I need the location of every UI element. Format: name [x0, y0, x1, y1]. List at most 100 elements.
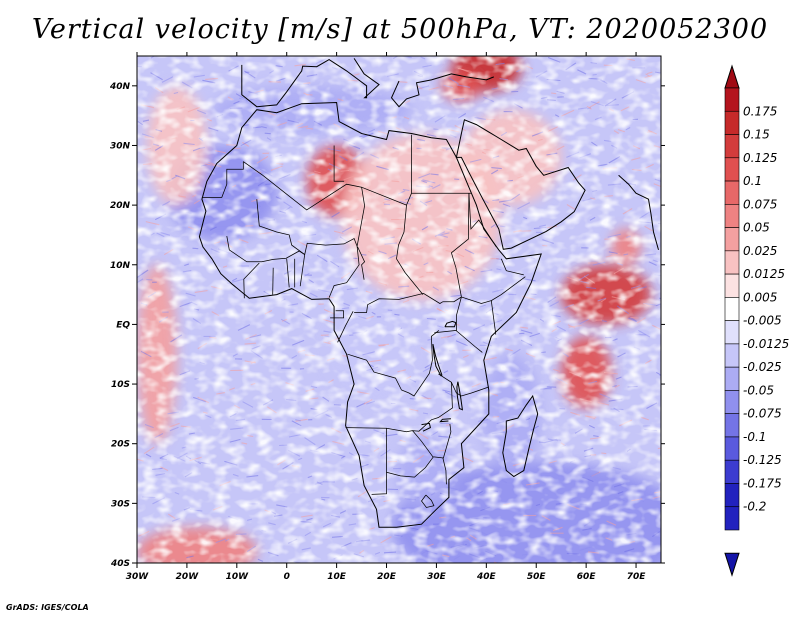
- colorbar-segment-15: [724, 459, 740, 484]
- colorbar-segment-2: [724, 157, 740, 182]
- lat-label-20N: 20N: [110, 201, 131, 211]
- lat-label-EQ: EQ: [116, 320, 130, 330]
- colorbar-segment-8: [724, 297, 740, 321]
- country-border-18: [455, 267, 526, 304]
- country-border-32: [500, 258, 524, 276]
- country-border-19: [490, 300, 497, 335]
- colorbar-label-11: -0.025: [743, 360, 782, 374]
- colorbar-segment-top: [724, 87, 740, 112]
- lon-label-40E: 40E: [476, 572, 497, 582]
- country-border-20: [455, 330, 483, 353]
- country-border-2: [333, 145, 345, 182]
- country-border-13: [354, 292, 462, 313]
- latitude-axis: 40N 30N 20N 10N EQ 10S 20S 30S 40S: [109, 82, 665, 569]
- colorbar-label-17: -0.2: [743, 500, 766, 514]
- map-frame: [136, 55, 662, 564]
- lake-outline-2: [456, 381, 464, 411]
- lon-label-20W: 20W: [176, 572, 200, 582]
- lat-label-30N: 30N: [110, 141, 131, 151]
- map-plot-area: [137, 56, 661, 563]
- field-streaks: [137, 56, 661, 563]
- colorbar-segment-10: [724, 343, 740, 368]
- country-border-6: [226, 236, 305, 263]
- colorbar-segment-17: [724, 506, 740, 531]
- colorbar-segment-1: [724, 134, 740, 159]
- colorbar-label-8: 0.005: [743, 290, 777, 304]
- colorbar-segment-11: [724, 366, 740, 391]
- colorbar-label-16: -0.175: [743, 476, 782, 490]
- country-border-22: [438, 373, 489, 397]
- colorbar-label-2: 0.125: [743, 151, 777, 165]
- lon-label-10W: 10W: [226, 572, 250, 582]
- country-borders: [201, 134, 526, 508]
- colorbar-label-14: -0.1: [743, 430, 766, 444]
- turkey-coastline: [390, 73, 494, 108]
- country-border-26: [412, 423, 452, 459]
- country-border-27: [386, 456, 434, 478]
- colorbar-segment-14: [724, 436, 740, 461]
- colorbar-label-7: 0.0125: [743, 267, 785, 281]
- country-border-7: [243, 262, 260, 299]
- lat-label-10N: 10N: [110, 261, 131, 271]
- colorbar-label-15: -0.125: [743, 453, 782, 467]
- country-border-28: [442, 457, 447, 485]
- colorbar-label-12: -0.05: [743, 383, 774, 397]
- madagascar-coastline: [502, 394, 539, 478]
- colorbar-label-1: 0.15: [743, 128, 770, 142]
- country-border-23: [347, 330, 440, 397]
- country-border-31: [337, 311, 354, 343]
- colorbar-label-13: -0.075: [743, 407, 782, 421]
- country-border-14: [357, 246, 366, 280]
- lon-label-20E: 20E: [377, 572, 397, 582]
- lake-outline-3: [421, 422, 431, 432]
- lon-label-10E: 10E: [327, 572, 347, 582]
- country-border-21: [434, 296, 462, 334]
- country-border-29: [421, 494, 435, 508]
- country-border-16: [468, 193, 497, 248]
- map-title: Vertical velocity [m/s] at 500hPa, VT: 2…: [31, 14, 769, 45]
- lat-label-40N: 40N: [109, 82, 131, 92]
- lon-label-50E: 50E: [527, 572, 547, 582]
- colorbar-top-arrow: [724, 64, 740, 89]
- field-streak-249: [660, 171, 661, 173]
- colorbar-segment-6: [724, 250, 740, 275]
- country-border-9: [286, 258, 290, 288]
- arabia-coastline: [455, 119, 586, 250]
- colorbar-label-3: 0.1: [743, 174, 762, 188]
- grads-credit: GrADS: IGES/COLA: [6, 603, 89, 612]
- lat-label-30S: 30S: [111, 499, 130, 509]
- colorbar-label-5: 0.05: [743, 221, 770, 235]
- colorbar: 0.175 0.15 0.125 0.1 0.075 0.05 0.025 0.0125 0.0…: [724, 64, 789, 577]
- country-border-1: [243, 161, 412, 211]
- lat-label-40S: 40S: [110, 559, 130, 569]
- colorbar-segment-7: [724, 273, 740, 298]
- colorbar-segment-12: [724, 390, 740, 414]
- colorbar-segment-13: [724, 413, 740, 438]
- colorbar-segment-4: [724, 204, 740, 228]
- country-border-0: [201, 161, 244, 198]
- lon-label-30W: 30W: [126, 572, 150, 582]
- country-border-11: [299, 254, 306, 287]
- lon-label-30E: 30E: [427, 572, 447, 582]
- europe-coastline: [241, 58, 380, 108]
- lat-label-10S: 10S: [111, 380, 130, 390]
- colorbar-segment-5: [724, 227, 740, 252]
- colorbar-segment-3: [724, 180, 740, 205]
- lon-label-60E: 60E: [577, 572, 597, 582]
- country-border-30: [330, 310, 344, 319]
- colorbar-label-4: 0.075: [743, 197, 777, 211]
- colorbar-label-9: -0.005: [743, 314, 782, 328]
- country-border-17: [450, 193, 470, 268]
- lon-label-0: 0: [284, 572, 290, 582]
- colorbar-segment-9: [724, 320, 740, 345]
- longitude-axis: 30W 20W 10W 0 10E 20E 30E 40E 50E 60E 70E: [126, 52, 646, 582]
- country-border-8: [272, 267, 274, 295]
- africa-coastline: [198, 101, 542, 528]
- colorbar-label-0: 0.175: [743, 104, 777, 118]
- colorbar-segment-16: [724, 483, 740, 508]
- country-border-15: [396, 205, 424, 295]
- lon-label-70E: 70E: [627, 572, 647, 582]
- coastlines: [198, 58, 659, 528]
- country-border-12: [328, 246, 360, 298]
